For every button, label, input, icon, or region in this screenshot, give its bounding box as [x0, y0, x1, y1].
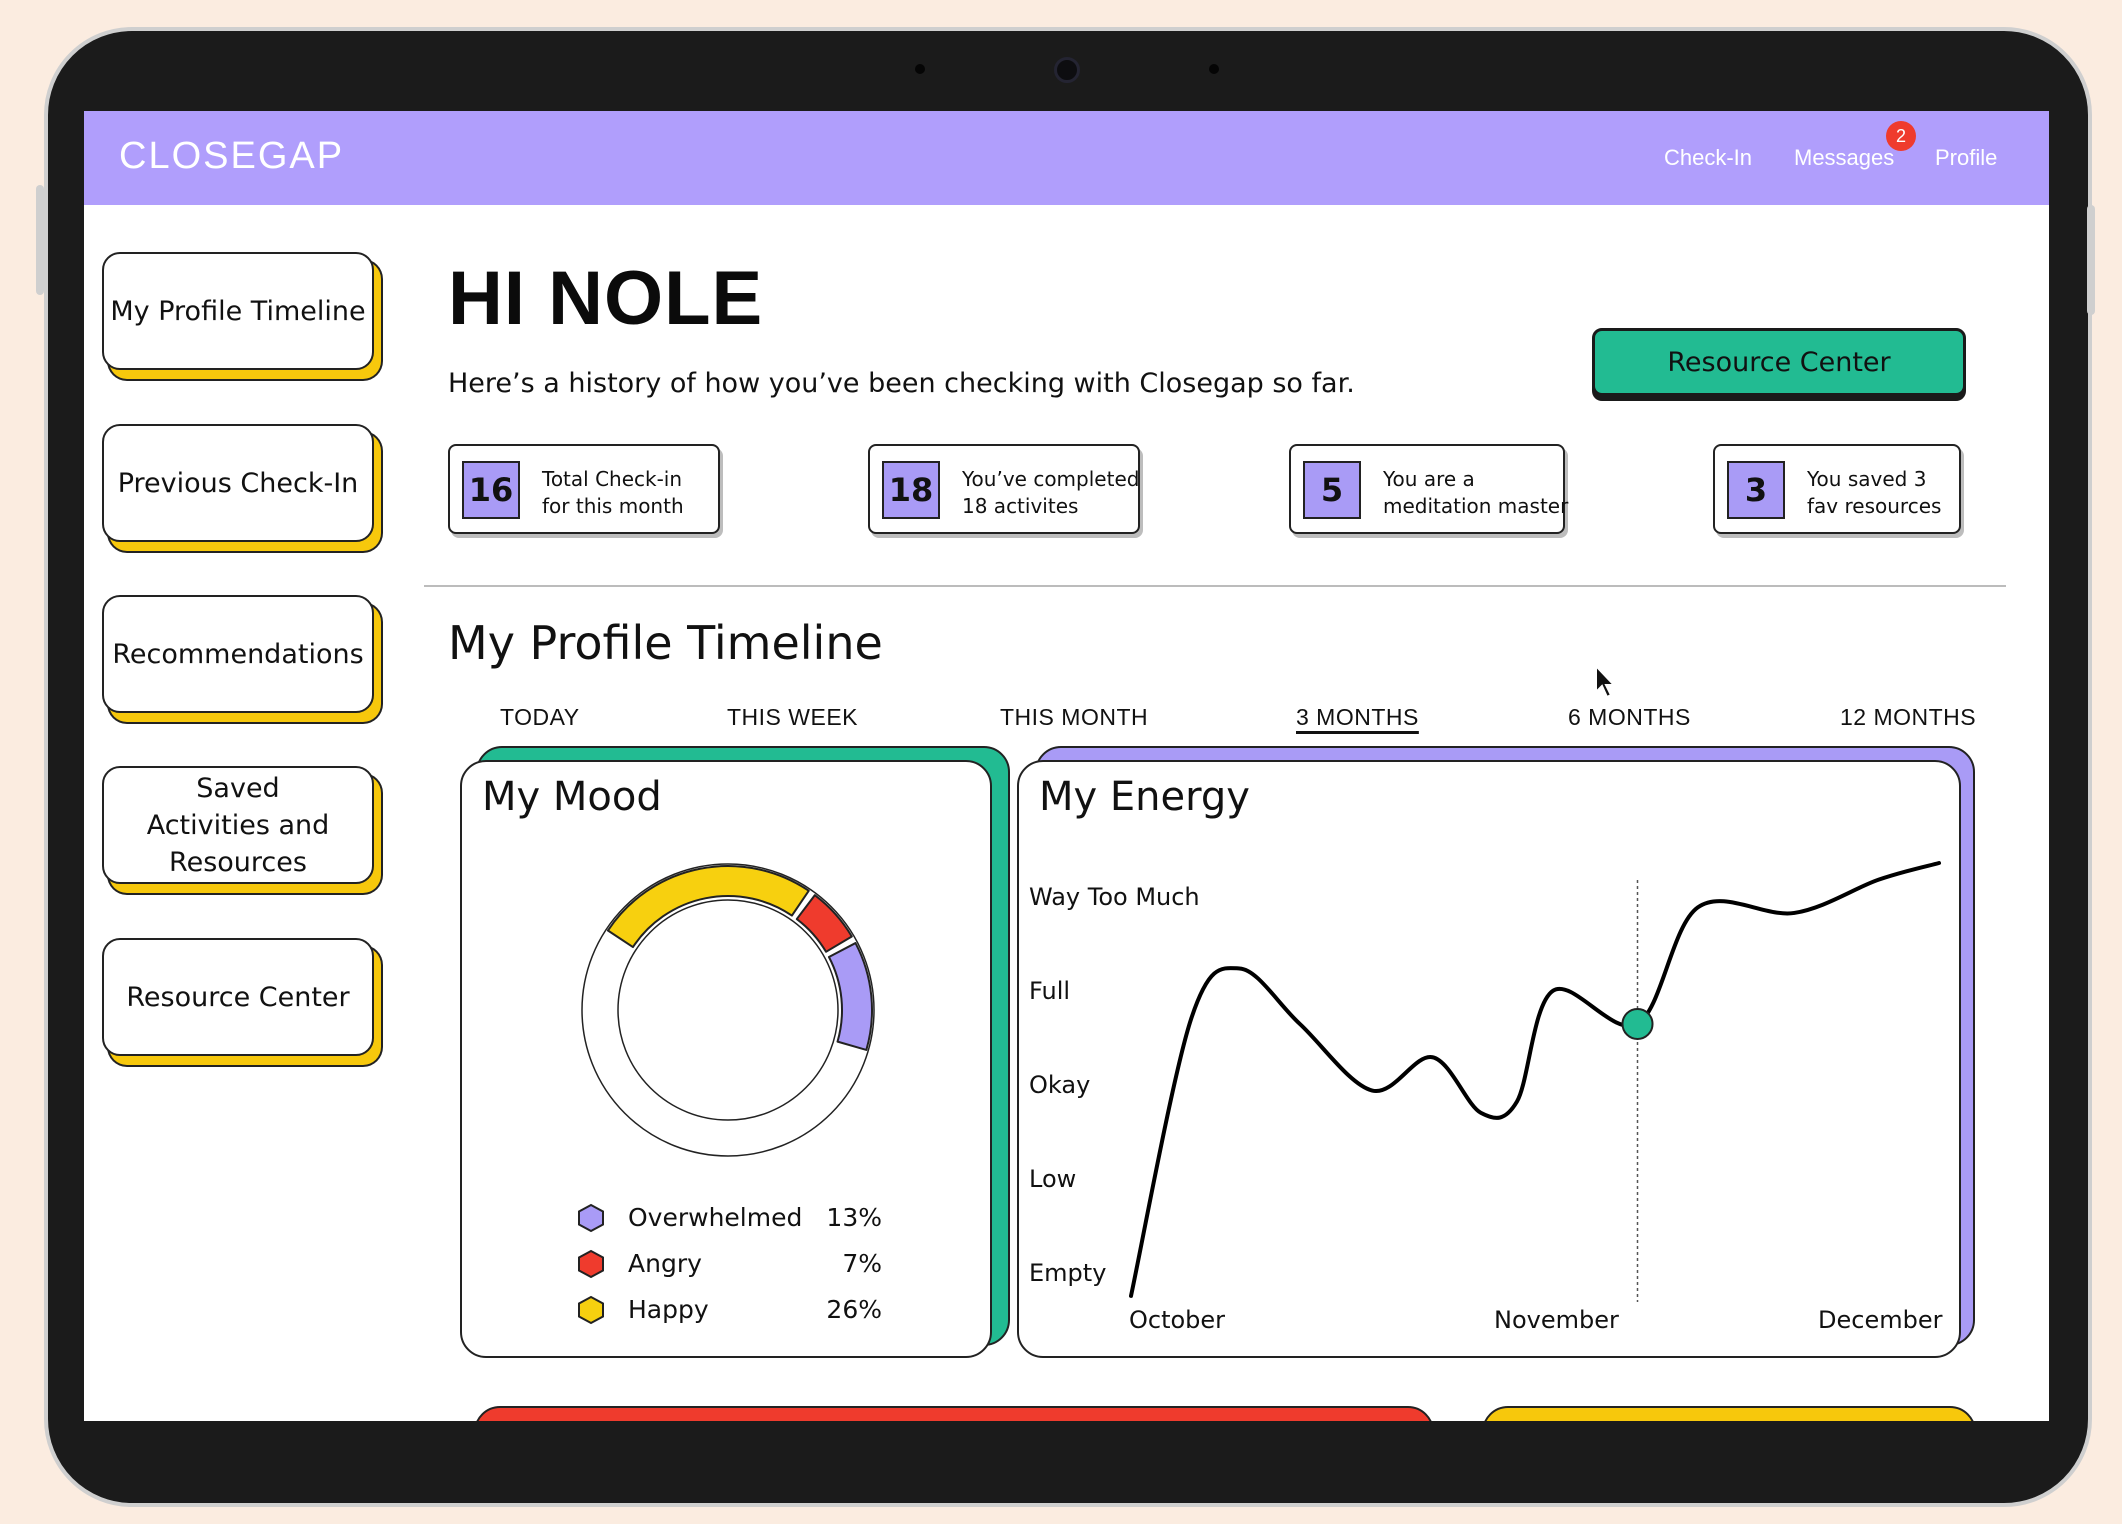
- donut-slice-angry: [795, 894, 853, 953]
- y-axis-label: Empty: [1029, 1259, 1107, 1287]
- stat-description: Total Check-in for this month: [542, 466, 742, 520]
- legend-label: Overwhelmed: [628, 1203, 803, 1232]
- range-tab-6-months[interactable]: 6 MONTHS: [1568, 704, 1691, 730]
- bottom-panel-red: [474, 1406, 1434, 1421]
- sidebar-item-saved-activities[interactable]: Saved Activities and Resources: [102, 766, 374, 884]
- section-divider: [424, 585, 2006, 587]
- x-axis-label: November: [1494, 1306, 1619, 1334]
- bottom-panel-yellow: [1482, 1406, 1976, 1421]
- nav-messages-link[interactable]: Messages: [1794, 145, 1895, 170]
- tablet-camera: [1054, 57, 1080, 83]
- stat-line1: You’ve completed: [962, 467, 1140, 491]
- mood-donut-chart: [581, 863, 875, 1157]
- energy-line-chart: [1129, 861, 1941, 1302]
- stat-card-checkins: 16 Total Check-in for this month: [448, 444, 720, 534]
- mood-panel: My Mood Overwhelmed 13% Angry 7% Happy 2…: [460, 760, 992, 1358]
- legend-label: Angry: [628, 1249, 702, 1278]
- stat-line1: Total Check-in: [542, 467, 683, 491]
- sidebar-item-label: Previous Check-In: [117, 467, 359, 499]
- stat-card-resources: 3 You saved 3 fav resources: [1713, 444, 1961, 534]
- y-axis-label: Way Too Much: [1029, 883, 1200, 911]
- mood-legend: Overwhelmed 13% Angry 7% Happy 26%: [576, 1200, 882, 1340]
- stat-value: 3: [1727, 461, 1785, 519]
- legend-percent: 13%: [826, 1203, 882, 1232]
- sidebar-item-resource-center[interactable]: Resource Center: [102, 938, 374, 1056]
- sidebar-item-previous-checkin[interactable]: Previous Check-In: [102, 424, 374, 542]
- legend-label: Happy: [628, 1295, 709, 1324]
- nav-checkin-link[interactable]: Check-In: [1664, 145, 1753, 170]
- tablet-sensor: [915, 64, 925, 74]
- donut-inner-ring: [617, 899, 839, 1121]
- tablet-sensor: [1209, 64, 1219, 74]
- mouse-pointer-icon: [1595, 664, 1617, 699]
- energy-panel: My Energy Way Too Much Full Okay Low Emp…: [1017, 760, 1961, 1358]
- legend-row-happy: Happy 26%: [576, 1292, 882, 1332]
- section-title: My Profile Timeline: [448, 616, 883, 670]
- y-axis-label: Low: [1029, 1165, 1077, 1193]
- stat-line2: fav resources: [1807, 494, 1942, 518]
- x-axis-label: October: [1129, 1306, 1226, 1334]
- stat-card-meditation: 5 You are a meditation master: [1289, 444, 1568, 534]
- stat-line2: 18 activites: [962, 494, 1079, 518]
- energy-panel-title: My Energy: [1039, 774, 1250, 820]
- stat-description: You’ve completed 18 activites: [962, 466, 1162, 520]
- tablet-side-button: [2087, 205, 2095, 315]
- sidebar-item-recommendations[interactable]: Recommendations: [102, 595, 374, 713]
- sidebar-item-label: My Profile Timeline: [110, 295, 366, 327]
- donut-group: [581, 863, 875, 1157]
- resource-center-button[interactable]: Resource Center: [1592, 328, 1966, 396]
- y-axis-label: Full: [1029, 977, 1071, 1005]
- stat-value: 18: [882, 461, 940, 519]
- current-energy-point: [1621, 1007, 1654, 1040]
- tablet-side-button: [36, 185, 44, 295]
- stat-value: 5: [1303, 461, 1361, 519]
- legend-row-overwhelmed: Overwhelmed 13%: [576, 1200, 882, 1240]
- donut-outer-ring: [581, 863, 875, 1157]
- x-axis-label: December: [1818, 1306, 1943, 1334]
- y-axis-label: Okay: [1029, 1071, 1091, 1099]
- stat-card-activities: 18 You’ve completed 18 activites: [868, 444, 1140, 534]
- legend-percent: 7%: [842, 1249, 882, 1278]
- mood-panel-title: My Mood: [482, 774, 662, 820]
- range-tab-this-week[interactable]: THIS WEEK: [727, 704, 859, 730]
- sidebar-item-label: Saved Activities and Resources: [146, 772, 330, 878]
- top-navbar: CLOSEGAP Check-In Messages 2 Profile: [84, 111, 2049, 205]
- donut-slice-overwhelmed: [827, 942, 873, 1051]
- stat-line2: meditation master: [1383, 494, 1569, 518]
- stat-description: You saved 3 fav resources: [1807, 466, 2007, 520]
- range-tab-12-months[interactable]: 12 MONTHS: [1840, 704, 1977, 730]
- hexagon-icon: [578, 1249, 604, 1279]
- hexagon-icon: [578, 1295, 604, 1325]
- page-greeting: HI NOLE: [448, 256, 764, 341]
- hexagon-icon: [578, 1203, 604, 1233]
- sidebar-item-label: Resource Center: [126, 981, 350, 1013]
- app-screen: CLOSEGAP Check-In Messages 2 Profile My …: [84, 111, 2049, 1421]
- nav-profile-link[interactable]: Profile: [1935, 145, 1998, 170]
- stat-value: 16: [462, 461, 520, 519]
- range-tab-today[interactable]: TODAY: [500, 704, 580, 730]
- sidebar-item-label: Recommendations: [112, 638, 364, 670]
- stat-line2: for this month: [542, 494, 684, 518]
- legend-percent: 26%: [826, 1295, 882, 1324]
- stat-line1: You are a: [1383, 467, 1475, 491]
- legend-row-angry: Angry 7%: [576, 1246, 882, 1286]
- resource-center-button-label: Resource Center: [1667, 346, 1891, 378]
- page-subtitle: Here’s a history of how you’ve been chec…: [448, 368, 1355, 399]
- range-tab-3-months[interactable]: 3 MONTHS: [1296, 704, 1419, 730]
- stat-line1: You saved 3: [1807, 467, 1927, 491]
- closegap-logo[interactable]: CLOSEGAP: [119, 135, 345, 177]
- sidebar-item-profile-timeline[interactable]: My Profile Timeline: [102, 252, 374, 370]
- donut-slice-happy: [606, 865, 810, 949]
- range-tab-this-month[interactable]: THIS MONTH: [1000, 704, 1149, 730]
- messages-count-badge: 2: [1886, 121, 1916, 151]
- energy-line: [1129, 861, 1941, 1298]
- stat-description: You are a meditation master: [1383, 466, 1583, 520]
